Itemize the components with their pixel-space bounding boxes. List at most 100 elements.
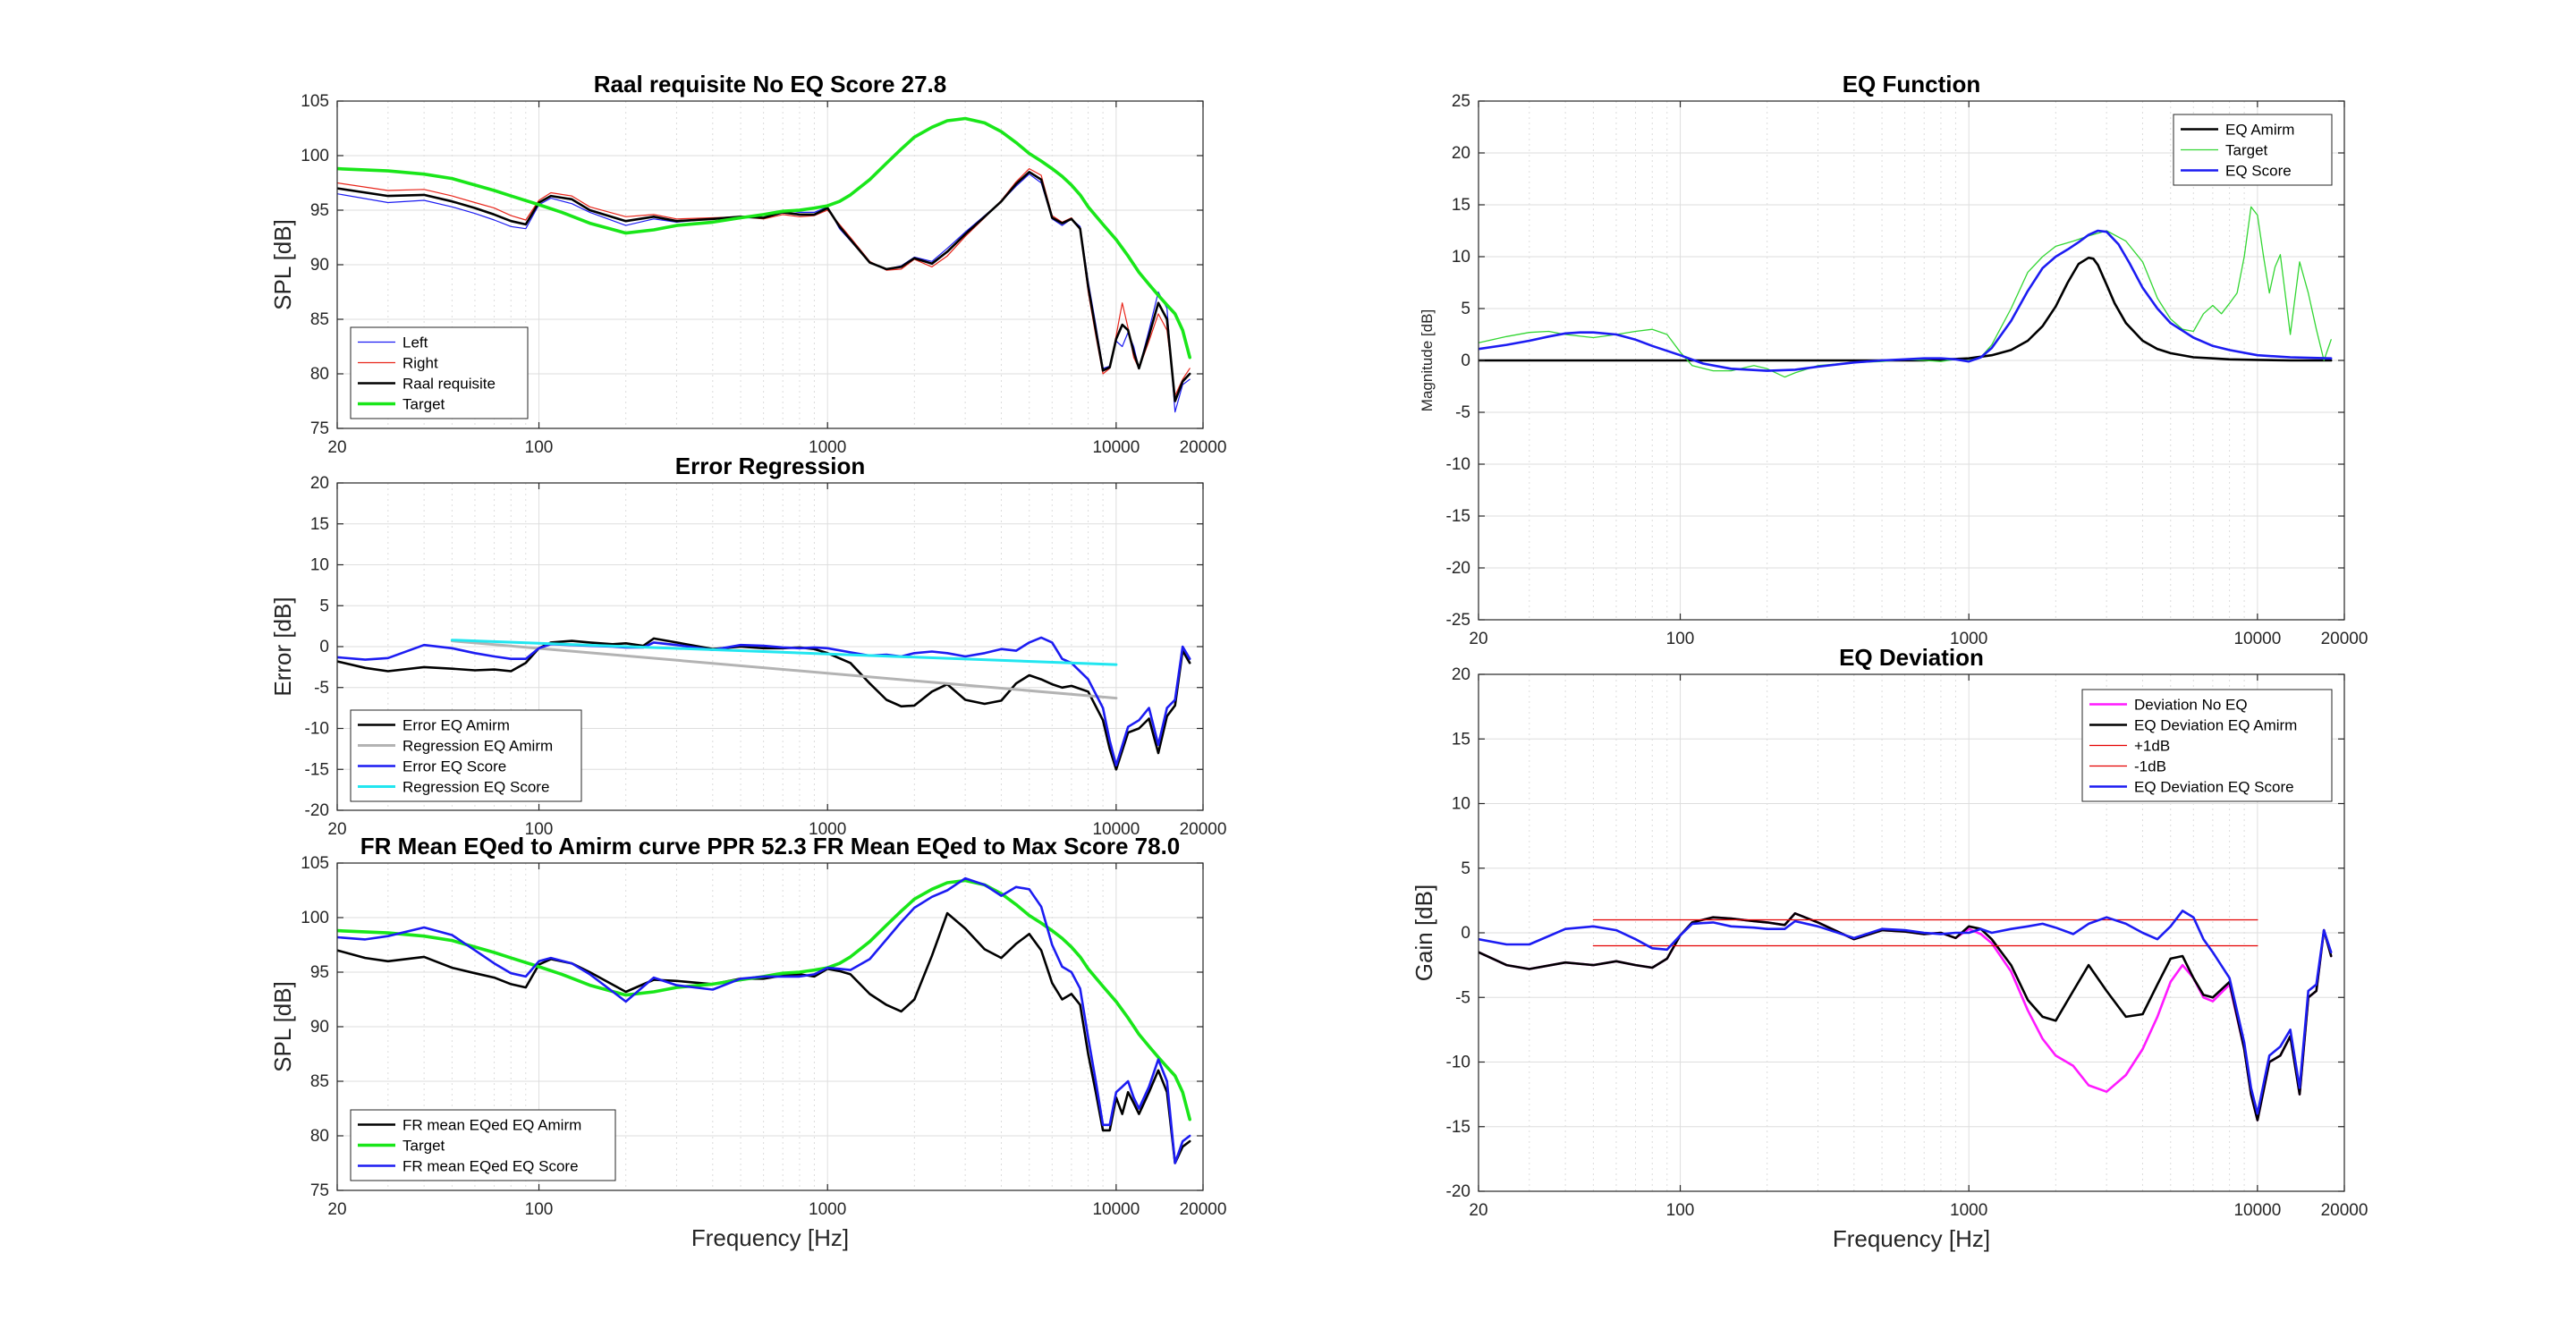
x-tick-label: 100 [525, 820, 554, 839]
legend-label: FR mean EQed EQ Score [402, 1158, 579, 1175]
y-tick-label: 10 [310, 556, 329, 575]
chart-dev: -20 -15 -10 -5 0 5 10 15 20 20 100 1000 10000 20000 EQ… [1411, 644, 2368, 1252]
x-tick-label: 10000 [2233, 1201, 2281, 1220]
chart-err: -20 -15 -10 -5 0 5 10 15 20 20 100 1000 10000 20000 Er… [269, 453, 1226, 839]
chart-fr: 75 80 85 90 95 100 105 20 100 1000 10000 20000 Raal … [269, 71, 1226, 457]
x-tick-label: 20 [327, 1200, 346, 1219]
series-line-regression-eq-score [450, 639, 1118, 666]
y-tick-label: -5 [1455, 988, 1470, 1007]
y-tick-label: 0 [1461, 924, 1470, 943]
y-tick-label: 85 [310, 1072, 329, 1091]
series-group [337, 116, 1191, 413]
y-tick-label: -5 [1455, 403, 1470, 422]
y-tick-label: 5 [319, 597, 329, 615]
y-tick-label: -15 [1446, 507, 1470, 526]
x-tick-label: 20000 [1180, 438, 1227, 457]
y-tick-label: -10 [305, 720, 329, 739]
y-tick-label: -25 [1446, 611, 1470, 630]
x-tick-label: 100 [1666, 630, 1695, 648]
legend-label: EQ Score [2225, 163, 2292, 180]
legend-label: Regression EQ Amirm [402, 738, 553, 755]
y-tick-label: -20 [1446, 559, 1470, 578]
x-tick-label: 100 [1666, 1201, 1695, 1220]
y-tick-label: 15 [310, 515, 329, 534]
x-tick-label: 20 [327, 820, 346, 839]
legend-label: EQ Deviation EQ Amirm [2134, 717, 2297, 734]
y-tick-label: 5 [1461, 300, 1470, 318]
x-axis-label: Frequency [Hz] [691, 1224, 849, 1251]
y-tick-label: 90 [310, 1018, 329, 1037]
legend-label: Right [402, 355, 438, 372]
y-tick-label: 15 [1452, 196, 1470, 215]
y-axis-label: SPL [dB] [269, 219, 296, 310]
legend-label: EQ Amirm [2225, 122, 2294, 139]
x-tick-label: 10000 [2233, 630, 2281, 648]
y-tick-label: 105 [301, 92, 329, 111]
x-tick-label: 100 [525, 438, 554, 457]
y-tick-label: 85 [310, 310, 329, 329]
x-tick-label: 10000 [1092, 820, 1140, 839]
x-axis-label: Frequency [Hz] [1833, 1225, 1990, 1252]
legend: FR mean EQed EQ Amirm Target FR mean EQed … [350, 1109, 616, 1181]
x-tick-label: 10000 [1092, 438, 1140, 457]
y-tick-label: 5 [1461, 859, 1470, 878]
legend-label: EQ Deviation EQ Score [2134, 779, 2294, 796]
series-line-eq-deviation-eq-score [1479, 910, 2333, 1115]
legend-label: +1dB [2134, 738, 2170, 755]
chart-title: EQ Function [1843, 71, 1981, 97]
legend: Error EQ Amirm Regression EQ Amirm Error E… [350, 709, 582, 802]
series-group [337, 876, 1191, 1164]
x-tick-label: 20000 [2321, 630, 2368, 648]
x-tick-label: 1000 [1950, 630, 1987, 648]
legend-label: Error EQ Score [402, 758, 506, 775]
y-tick-label: 95 [310, 963, 329, 982]
y-tick-label: 90 [310, 256, 329, 275]
y-tick-label: 0 [1461, 351, 1470, 370]
x-tick-label: 20 [327, 438, 346, 457]
series-group [1479, 206, 2333, 378]
x-tick-label: 1000 [1950, 1201, 1987, 1220]
y-tick-label: 20 [1452, 144, 1470, 163]
legend: Deviation No EQ EQ Deviation EQ Amirm +1dB… [2081, 689, 2333, 802]
y-tick-label: 25 [1452, 92, 1470, 111]
series-line-target [337, 116, 1191, 360]
x-tick-label: 20000 [1180, 820, 1227, 839]
chart-title: EQ Deviation [1839, 644, 1984, 671]
x-tick-label: 20 [1469, 1201, 1487, 1220]
y-tick-label: 10 [1452, 795, 1470, 814]
y-tick-label: -15 [305, 760, 329, 779]
chart-title: Raal requisite No EQ Score 27.8 [594, 71, 947, 97]
series-line-target [337, 878, 1191, 1122]
y-tick-label: -20 [305, 801, 329, 820]
chart-title: FR Mean EQed to Amirm curve PPR 52.3 FR … [360, 833, 1181, 859]
y-tick-label: 75 [310, 419, 329, 438]
y-tick-label: 15 [1452, 730, 1470, 749]
y-axis-label: Error [dB] [269, 597, 296, 696]
x-tick-label: 20000 [1180, 1200, 1227, 1219]
y-axis-label: SPL [dB] [269, 981, 296, 1072]
legend-label: -1dB [2134, 758, 2166, 775]
y-tick-label: 100 [301, 909, 329, 927]
y-axis-label: Magnitude [dB] [1419, 309, 1436, 411]
x-tick-label: 10000 [1092, 1200, 1140, 1219]
series-line-eq-score [1479, 229, 2333, 372]
y-tick-label: -5 [314, 679, 329, 698]
chart-eqf: -25 -20 -15 -10 -5 0 5 10 15 20 25 20 100 1000 10000 20… [1419, 71, 2368, 648]
series-group [337, 636, 1191, 771]
legend: Left Right Raal requisite Target [350, 326, 529, 419]
x-tick-label: 20 [1469, 630, 1487, 648]
series-line-raal-requisite [337, 171, 1191, 402]
y-tick-label: 0 [319, 638, 329, 656]
x-tick-label: 1000 [809, 820, 846, 839]
x-tick-label: 20000 [2321, 1201, 2368, 1220]
y-axis-label: Gain [dB] [1411, 885, 1437, 981]
legend-label: Deviation No EQ [2134, 697, 2248, 714]
y-tick-label: 95 [310, 201, 329, 220]
series-group [1479, 910, 2333, 1122]
y-tick-label: 20 [310, 474, 329, 493]
x-tick-label: 100 [525, 1200, 554, 1219]
y-tick-label: -10 [1446, 455, 1470, 474]
y-tick-label: 10 [1452, 248, 1470, 267]
x-tick-label: 1000 [809, 1200, 846, 1219]
